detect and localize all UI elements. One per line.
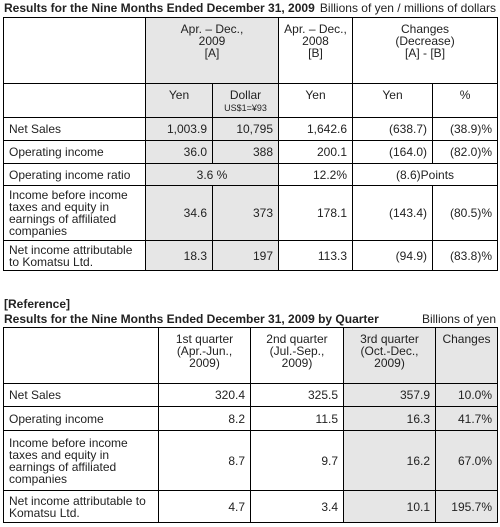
column-header: Changes bbox=[435, 327, 498, 384]
cell: 325.5 bbox=[250, 383, 344, 407]
cell: 113.3 bbox=[278, 240, 354, 271]
cell: 4.7 bbox=[158, 490, 251, 523]
row-label: Net Sales bbox=[3, 383, 159, 407]
row-label: Operating income bbox=[3, 140, 146, 164]
cell: 11.5 bbox=[250, 406, 344, 431]
cell: 178.1 bbox=[278, 185, 354, 241]
cell: (638.7) bbox=[352, 117, 434, 141]
cell: (143.4) bbox=[352, 185, 434, 241]
cell bbox=[3, 17, 146, 84]
title: Results for the Nine Months Ended Decemb… bbox=[4, 1, 315, 15]
cell: (94.9) bbox=[352, 240, 434, 271]
subcolumn-header: % bbox=[432, 83, 499, 118]
exchange-rate: US$1=¥93 bbox=[224, 103, 267, 113]
row-label: Net income attributable to Komatsu Ltd. bbox=[3, 240, 146, 271]
cell: 197 bbox=[211, 240, 280, 271]
cell: 9.7 bbox=[250, 430, 344, 491]
row-label: Income before income taxes and equity in… bbox=[3, 430, 159, 491]
cell: 388 bbox=[211, 140, 280, 164]
cell: 10.1 bbox=[343, 490, 436, 523]
cell: 195.7% bbox=[435, 490, 498, 523]
cell: 36.0 bbox=[145, 140, 213, 164]
subcolumn-header: Dollar US$1=¥93 bbox=[211, 83, 280, 118]
cell: 67.0% bbox=[435, 430, 498, 491]
cell: 8.7 bbox=[158, 430, 251, 491]
column-header: 3rd quarter (Oct.-Dec., 2009) bbox=[343, 327, 436, 384]
results-table: Apr. – Dec., 2009 [A] Apr. – Dec., 2008 … bbox=[3, 17, 499, 271]
row-label: Net income attributable to Komatsu Ltd. bbox=[3, 490, 159, 523]
row-label: Operating income bbox=[3, 406, 159, 431]
row-label: Income before income taxes and equity in… bbox=[3, 185, 146, 241]
cell: (38.9)% bbox=[432, 117, 499, 141]
cell: (164.0) bbox=[352, 140, 434, 164]
reference-label: [Reference] bbox=[4, 297, 71, 311]
cell: (83.8)% bbox=[432, 240, 499, 271]
cell: 34.6 bbox=[145, 185, 213, 241]
subcolumn-label: Dollar bbox=[229, 88, 262, 102]
cell: 3.4 bbox=[250, 490, 344, 523]
cell bbox=[3, 327, 159, 384]
cell: 357.9 bbox=[343, 383, 436, 407]
column-header: 2nd quarter (Jul.-Sep., 2009) bbox=[250, 327, 344, 384]
cell: (8.6)Points bbox=[352, 163, 499, 186]
reference-unit: Billions of yen bbox=[421, 312, 496, 326]
cell: 8.2 bbox=[158, 406, 251, 431]
cell: 320.4 bbox=[158, 383, 251, 407]
cell: 200.1 bbox=[278, 140, 354, 164]
cell: 12.2% bbox=[278, 163, 354, 186]
cell: 10,795 bbox=[211, 117, 280, 141]
cell: 10.0% bbox=[435, 383, 498, 407]
cell: (80.5)% bbox=[432, 185, 499, 241]
cell bbox=[3, 83, 146, 118]
cell: 41.7% bbox=[435, 406, 498, 431]
subcolumn-header: Yen bbox=[352, 83, 434, 118]
column-header: Apr. – Dec., 2008 [B] bbox=[278, 17, 354, 84]
reference-title: Results for the Nine Months Ended Decemb… bbox=[4, 312, 379, 326]
cell: 18.3 bbox=[145, 240, 213, 271]
column-header: Apr. – Dec., 2009 [A] bbox=[144, 17, 280, 84]
row-label: Operating income ratio bbox=[3, 163, 146, 186]
column-header: 1st quarter (Apr.-Jun., 2009) bbox=[158, 327, 251, 384]
subcolumn-header: Yen bbox=[278, 83, 354, 118]
cell: 373 bbox=[211, 185, 280, 241]
cell: 16.2 bbox=[343, 430, 436, 491]
quarter-table: 1st quarter (Apr.-Jun., 2009) 2nd quarte… bbox=[3, 327, 498, 523]
cell: 1,642.6 bbox=[278, 117, 354, 141]
row-label: Net Sales bbox=[3, 117, 146, 141]
cell: 1,003.9 bbox=[145, 117, 213, 141]
subcolumn-header: Yen bbox=[145, 83, 213, 118]
cell: 16.3 bbox=[343, 406, 436, 431]
column-header: Changes (Decrease) [A] - [B] bbox=[352, 17, 499, 84]
cell: (82.0)% bbox=[432, 140, 499, 164]
cell: 3.6 % bbox=[144, 163, 280, 186]
unit: Billions of yen / millions of dollars bbox=[319, 1, 496, 15]
